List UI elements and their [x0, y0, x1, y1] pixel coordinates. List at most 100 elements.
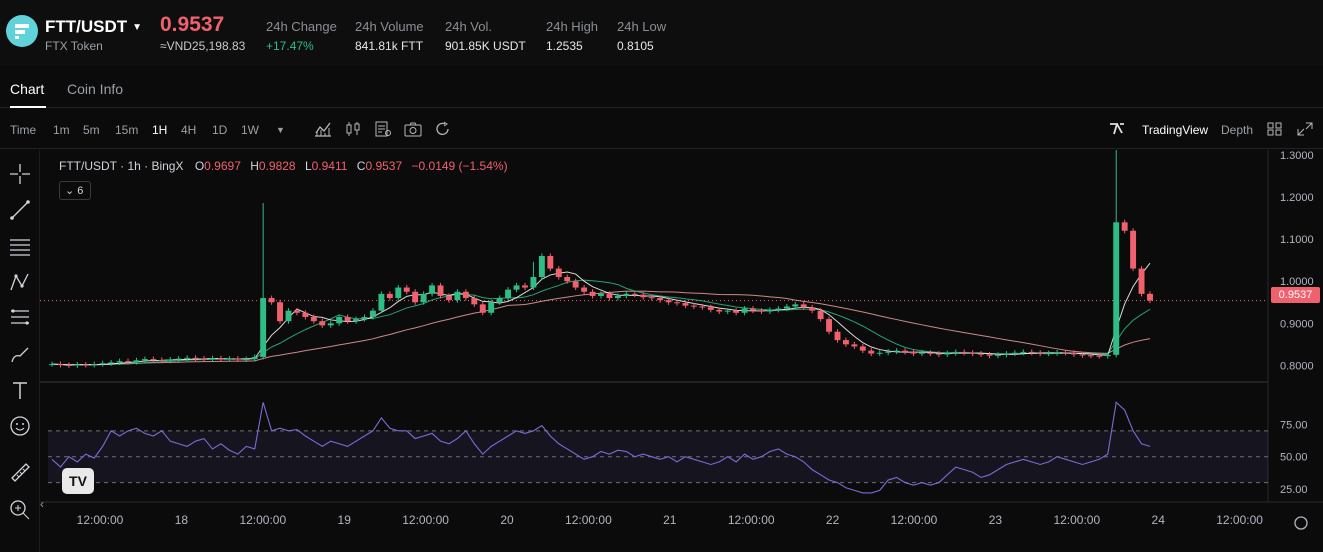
timeframe-5m[interactable]: 5m: [83, 123, 100, 137]
horizontal-lines-icon[interactable]: [8, 234, 32, 258]
time-tick-label: 12:00:00: [1216, 513, 1263, 527]
candle: [513, 282, 520, 293]
candle-body: [564, 277, 571, 282]
candle-body: [395, 287, 402, 299]
tradingview-toggle[interactable]: TradingView: [1142, 123, 1209, 137]
candle-body: [876, 352, 883, 354]
candle: [969, 350, 976, 357]
candle-type-icon[interactable]: [344, 121, 362, 137]
candle-body: [65, 364, 72, 366]
legend-close: 0.9537: [365, 159, 403, 173]
candle-body: [572, 281, 579, 288]
candle-body: [446, 295, 452, 301]
rsi-tick-label: 25.00: [1280, 484, 1308, 496]
candle: [378, 291, 385, 314]
price-tick-label: 0.9000: [1280, 318, 1314, 330]
candlestick-chart[interactable]: 1.3000 1.2000 1.1000 1.0000 0.9000 0.8000 75.0…: [0, 150, 1323, 552]
indicator-count: 6: [77, 185, 84, 197]
stat-24h-change: 24h Change +17.47%: [266, 19, 337, 53]
timeframe-1m[interactable]: 1m: [53, 123, 70, 137]
price-tick-label: 1.0000: [1280, 276, 1314, 288]
candle-body: [201, 358, 207, 360]
fib-icon[interactable]: [8, 306, 32, 330]
candle: [927, 350, 934, 357]
timeframe-1d[interactable]: 1D: [212, 123, 228, 137]
timeframe-1w[interactable]: 1W: [241, 123, 259, 137]
pattern-icon[interactable]: [8, 270, 32, 294]
candle: [386, 291, 393, 301]
candle: [437, 282, 444, 299]
ruler-icon[interactable]: [8, 460, 32, 484]
candle-body: [648, 297, 655, 299]
timeframe-1h[interactable]: 1H: [152, 123, 168, 137]
depth-toggle[interactable]: Depth: [1221, 123, 1254, 137]
candle-body: [243, 359, 250, 361]
candle: [420, 291, 427, 305]
candle-body: [538, 255, 545, 278]
time-tick-label: 23: [989, 513, 1003, 527]
layout-grid-icon[interactable]: [1266, 121, 1284, 137]
candle: [243, 356, 250, 363]
indicator-toggle[interactable]: ⌄ 6: [59, 181, 91, 200]
text-tool-icon[interactable]: [8, 378, 32, 402]
zoom-icon[interactable]: [8, 498, 32, 522]
candle-body: [125, 361, 131, 363]
candle: [336, 314, 343, 326]
candle: [108, 359, 115, 366]
candle-body: [699, 306, 706, 308]
candle-body: [74, 364, 81, 366]
indicators-icon[interactable]: [314, 121, 332, 137]
candle: [1054, 349, 1061, 356]
candle: [935, 351, 942, 357]
candle: [1062, 349, 1069, 356]
price-tick-label: 1.2000: [1280, 192, 1314, 204]
fullscreen-icon[interactable]: [1296, 121, 1314, 137]
trend-line-icon[interactable]: [8, 198, 32, 222]
rsi-line: [51, 401, 1151, 494]
candle: [133, 357, 140, 365]
crosshair-icon[interactable]: [8, 162, 32, 186]
timeframe-more-icon[interactable]: ▼: [276, 125, 285, 135]
candle-body: [851, 344, 858, 347]
rsi-tick-label: 75.00: [1280, 419, 1308, 431]
candle: [327, 320, 334, 328]
legend-open: 0.9697: [204, 159, 241, 173]
candle: [1147, 291, 1153, 304]
reset-icon[interactable]: [434, 121, 452, 137]
candle-body: [1104, 354, 1111, 357]
time-tick-label: 12:00:00: [1053, 513, 1100, 527]
candle: [209, 355, 216, 363]
timeframe-15m[interactable]: 15m: [115, 123, 139, 137]
candle-body: [141, 359, 148, 361]
candle: [826, 316, 833, 335]
pair-selector[interactable]: FTT/USDT ▼: [45, 17, 142, 37]
candle: [682, 300, 689, 309]
stat-value: 901.85K USDT: [445, 39, 526, 53]
candle: [82, 362, 89, 368]
pair-label: FTT/USDT: [45, 17, 128, 36]
candle: [175, 356, 182, 363]
collapse-toolbar-icon[interactable]: ‹: [40, 497, 44, 511]
timeframe-time[interactable]: Time: [10, 123, 37, 137]
candle: [716, 307, 723, 315]
candle: [564, 274, 571, 284]
candle: [1037, 350, 1044, 357]
candle: [158, 357, 165, 364]
timeframe-4h[interactable]: 4H: [181, 123, 197, 137]
candle: [581, 285, 588, 295]
time-tick-label: 24: [1152, 513, 1166, 527]
camera-icon[interactable]: [404, 121, 422, 137]
market-header: FTT/USDT ▼ FTX Token 0.9537 ≈VND25,198.83…: [0, 0, 1323, 65]
settings-doc-icon[interactable]: [374, 121, 392, 137]
tab-coin-info[interactable]: Coin Info: [67, 81, 124, 97]
stat-24h-volume: 24h Volume 841.81k FTT: [355, 19, 424, 53]
candle-body: [302, 312, 309, 317]
candles: [49, 150, 1153, 368]
candle-body: [1071, 352, 1077, 355]
candle-body: [1079, 354, 1086, 356]
brush-icon[interactable]: [8, 342, 32, 366]
stat-label: 24h Volume: [355, 19, 424, 34]
emoji-icon[interactable]: [8, 414, 32, 438]
stat-label: 24h High: [546, 19, 599, 34]
tab-chart[interactable]: Chart: [10, 81, 45, 97]
